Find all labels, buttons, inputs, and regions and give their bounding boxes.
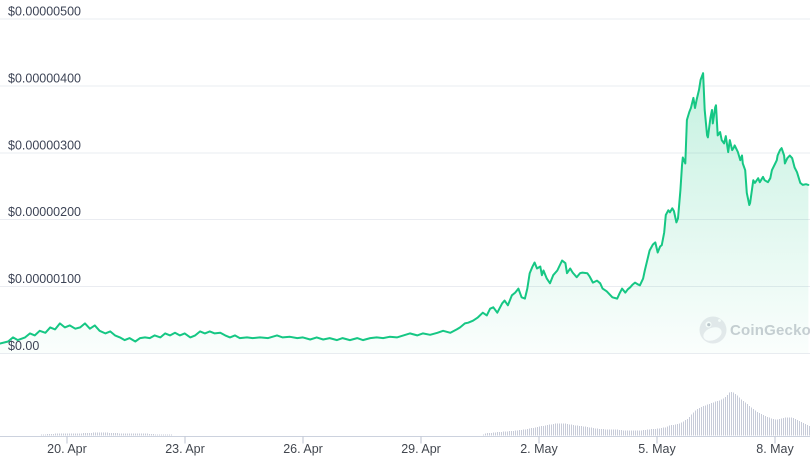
y-axis-label: $0.00000300 bbox=[8, 138, 81, 152]
y-axis-label: $0.00000400 bbox=[8, 71, 81, 85]
y-axis-label: $0.00 bbox=[8, 339, 39, 353]
y-axis-label: $0.00000500 bbox=[8, 5, 81, 19]
x-axis-label: 8. May bbox=[756, 442, 794, 456]
price-area bbox=[0, 73, 809, 354]
x-axis-label: 5. May bbox=[638, 442, 676, 456]
x-axis bbox=[0, 436, 810, 444]
x-axis-label: 29. Apr bbox=[401, 442, 441, 456]
x-axis-labels: 20. Apr 23. Apr 26. Apr 29. Apr 2. May 5. May… bbox=[47, 442, 794, 456]
y-axis-labels: $0.00000500 $0.00000400 $0.00000300 $0.0000… bbox=[8, 5, 81, 354]
x-axis-label: 20. Apr bbox=[47, 442, 87, 456]
price-line[interactable] bbox=[0, 72, 810, 345]
x-axis-label: 2. May bbox=[520, 442, 558, 456]
y-axis-label: $0.00000100 bbox=[8, 272, 81, 286]
volume-bars bbox=[41, 391, 810, 436]
x-axis-label: 23. Apr bbox=[165, 442, 205, 456]
x-axis-label: 26. Apr bbox=[283, 442, 323, 456]
volume-bar-path bbox=[41, 391, 810, 436]
y-axis-label: $0.00000200 bbox=[8, 205, 81, 219]
